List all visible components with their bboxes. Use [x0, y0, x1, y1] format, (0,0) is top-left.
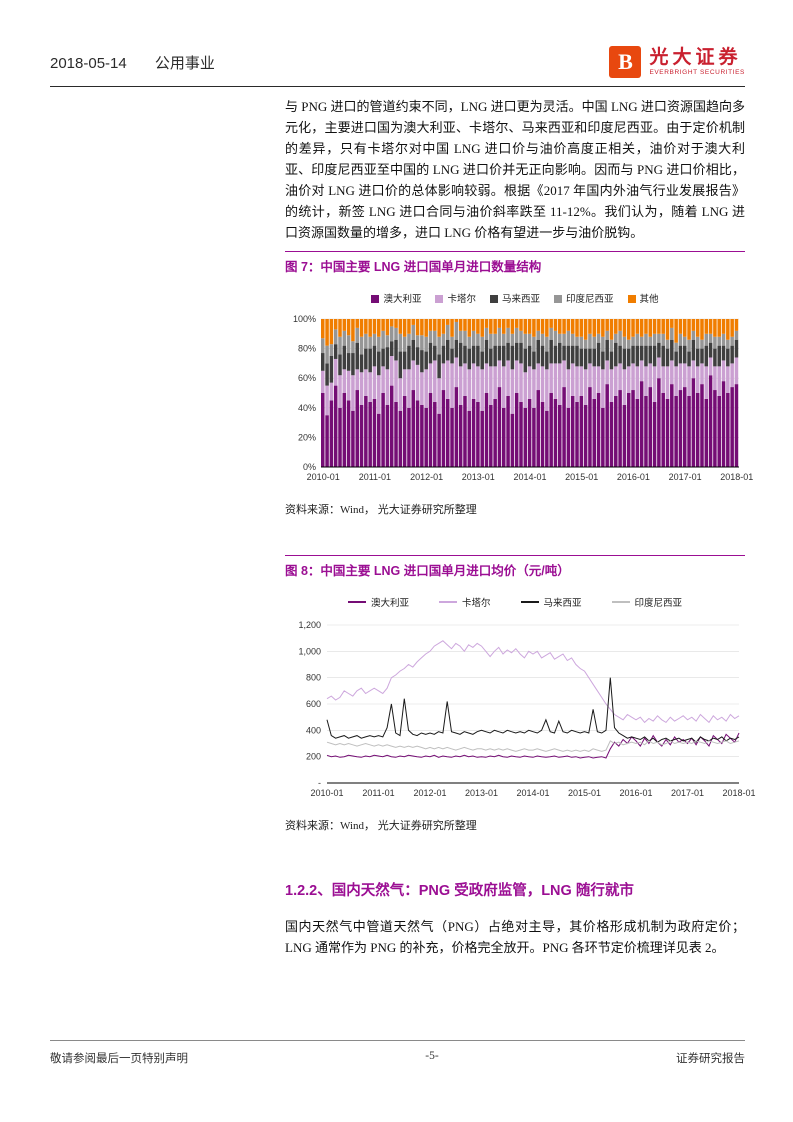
legend-swatch-icon: [520, 601, 539, 603]
svg-text:2010-01: 2010-01: [310, 788, 343, 798]
figure8-title: 图 8：中国主要 LNG 进口国单月进口均价（元/吨）: [285, 564, 570, 578]
legend-swatch-icon: [438, 601, 457, 603]
svg-text:-: -: [318, 778, 321, 788]
report-sector: 公用事业: [154, 55, 215, 72]
svg-text:20%: 20%: [298, 432, 316, 442]
legend-swatch-icon: [435, 295, 444, 303]
brand-block: B 光大证券 EVERBRIGHT SECURITIES: [609, 46, 745, 80]
legend-item: 马来西亚: [520, 595, 582, 609]
everbright-logo-icon: B: [609, 46, 642, 78]
svg-text:600: 600: [306, 699, 321, 709]
svg-text:400: 400: [306, 725, 321, 735]
svg-text:100%: 100%: [293, 314, 316, 324]
section-heading-1-2-2: 1.2.2、国内天然气：PNG 受政府监管，LNG 随行就市: [285, 883, 634, 899]
legend-swatch-icon: [627, 295, 636, 303]
paragraph-lng-imports: 与 PNG 进口的管道约束不同，LNG 进口更为灵活。中国 LNG 进口资源国趋…: [285, 99, 745, 240]
page-header: 2018-05-14 公用事业 B 光大证券 EVERBRIGHT SECURI…: [50, 46, 745, 80]
svg-text:200: 200: [306, 752, 321, 762]
figure8-legend: 澳大利亚 卡塔尔 马来西亚 印度尼西亚: [285, 595, 745, 609]
svg-text:2015-01: 2015-01: [565, 472, 598, 482]
figure7-title: 图 7：中国主要 LNG 进口国单月进口数量结构: [285, 260, 542, 274]
figure8-plot: 1,200 1,000 800 600 400 200 -2010-01 2011-01 201…: [298, 620, 755, 798]
legend-swatch-icon: [371, 295, 380, 303]
svg-text:2013-01: 2013-01: [462, 472, 495, 482]
svg-text:2011-01: 2011-01: [359, 472, 391, 482]
svg-text:2012-01: 2012-01: [413, 788, 446, 798]
svg-text:80%: 80%: [298, 344, 316, 354]
svg-text:2011-01: 2011-01: [362, 788, 394, 798]
svg-text:800: 800: [306, 673, 321, 683]
legend-item: 马来西亚: [489, 291, 540, 305]
svg-text:2017-01: 2017-01: [671, 788, 704, 798]
figure7: 图 7：中国主要 LNG 进口国单月进口数量结构 澳大利亚 卡塔尔 马来西亚 印度尼西…: [285, 251, 753, 517]
svg-text:2018-01: 2018-01: [722, 788, 755, 798]
svg-text:40%: 40%: [298, 403, 316, 413]
svg-text:2013-01: 2013-01: [465, 788, 498, 798]
svg-text:2012-01: 2012-01: [410, 472, 443, 482]
figure8-title-rule: [285, 555, 745, 556]
legend-item: 印度尼西亚: [554, 291, 614, 305]
header-divider: [50, 86, 745, 87]
brand-name: 光大证券: [649, 47, 742, 68]
svg-text:0%: 0%: [303, 462, 316, 472]
legend-swatch-icon: [611, 601, 630, 603]
figure7-plot: 100% 80% 60% 40% 20% 0%2010-01 2011-01 2012-01 2…: [293, 314, 753, 482]
paragraph-domestic-gas: 国内天然气中管道天然气（PNG）占绝对主导，其价格形成机制为政府定价；LNG 通…: [285, 919, 745, 955]
legend-swatch-icon: [554, 295, 562, 303]
figure7-title-rule: [285, 251, 745, 252]
legend-item: 澳大利亚: [347, 595, 409, 609]
report-date: 2018-05-14: [50, 55, 127, 72]
legend-item: 澳大利亚: [371, 291, 421, 305]
figure7-source: 资料来源：Wind， 光大证券研究所整理: [285, 504, 477, 516]
legend-item: 印度尼西亚: [611, 595, 682, 609]
figure8-chart: 1,200 1,000 800 600 400 200 -2010-01 2011-01 201…: [285, 617, 755, 801]
legend-item: 其他: [627, 291, 659, 305]
figure7-chart: 100% 80% 60% 40% 20% 0% 2010-01 2011-01 2012-01 2…: [285, 313, 753, 485]
svg-text:1,200: 1,200: [298, 620, 321, 630]
svg-text:2016-01: 2016-01: [617, 472, 650, 482]
svg-text:2016-01: 2016-01: [619, 788, 652, 798]
figure7-legend: 澳大利亚 卡塔尔 马来西亚 印度尼西亚 其他: [285, 291, 745, 305]
svg-text:2014-01: 2014-01: [516, 788, 549, 798]
page-footer: 敬请参阅最后一页特别声明 -5- 证券研究报告: [50, 1040, 745, 1066]
brand-text: 光大证券 EVERBRIGHT SECURITIES: [649, 47, 745, 77]
page-number: -5-: [425, 1050, 439, 1062]
footer-disclaimer: 敬请参阅最后一页特别声明: [50, 1053, 188, 1065]
figure8: 图 8：中国主要 LNG 进口国单月进口均价（元/吨） 澳大利亚 卡塔尔 马来西亚 印…: [285, 555, 756, 833]
svg-text:2014-01: 2014-01: [513, 472, 546, 482]
svg-text:2017-01: 2017-01: [669, 472, 702, 482]
legend-item: 卡塔尔: [435, 291, 476, 305]
header-meta: 2018-05-14 公用事业: [50, 52, 215, 80]
legend-swatch-icon: [347, 601, 366, 603]
content-column: 与 PNG 进口的管道约束不同，LNG 进口更为灵活。中国 LNG 进口资源国趋…: [285, 96, 756, 958]
svg-text:1,000: 1,000: [298, 646, 321, 656]
svg-text:2010-01: 2010-01: [307, 472, 340, 482]
svg-text:60%: 60%: [298, 373, 316, 383]
legend-item: 卡塔尔: [438, 595, 491, 609]
brand-subtitle: EVERBRIGHT SECURITIES: [649, 69, 745, 76]
svg-text:2015-01: 2015-01: [568, 788, 601, 798]
footer-report-type: 证券研究报告: [675, 1053, 745, 1065]
svg-text:2018-01: 2018-01: [720, 472, 753, 482]
figure8-source: 资料来源：Wind， 光大证券研究所整理: [285, 820, 477, 832]
legend-swatch-icon: [489, 295, 498, 303]
